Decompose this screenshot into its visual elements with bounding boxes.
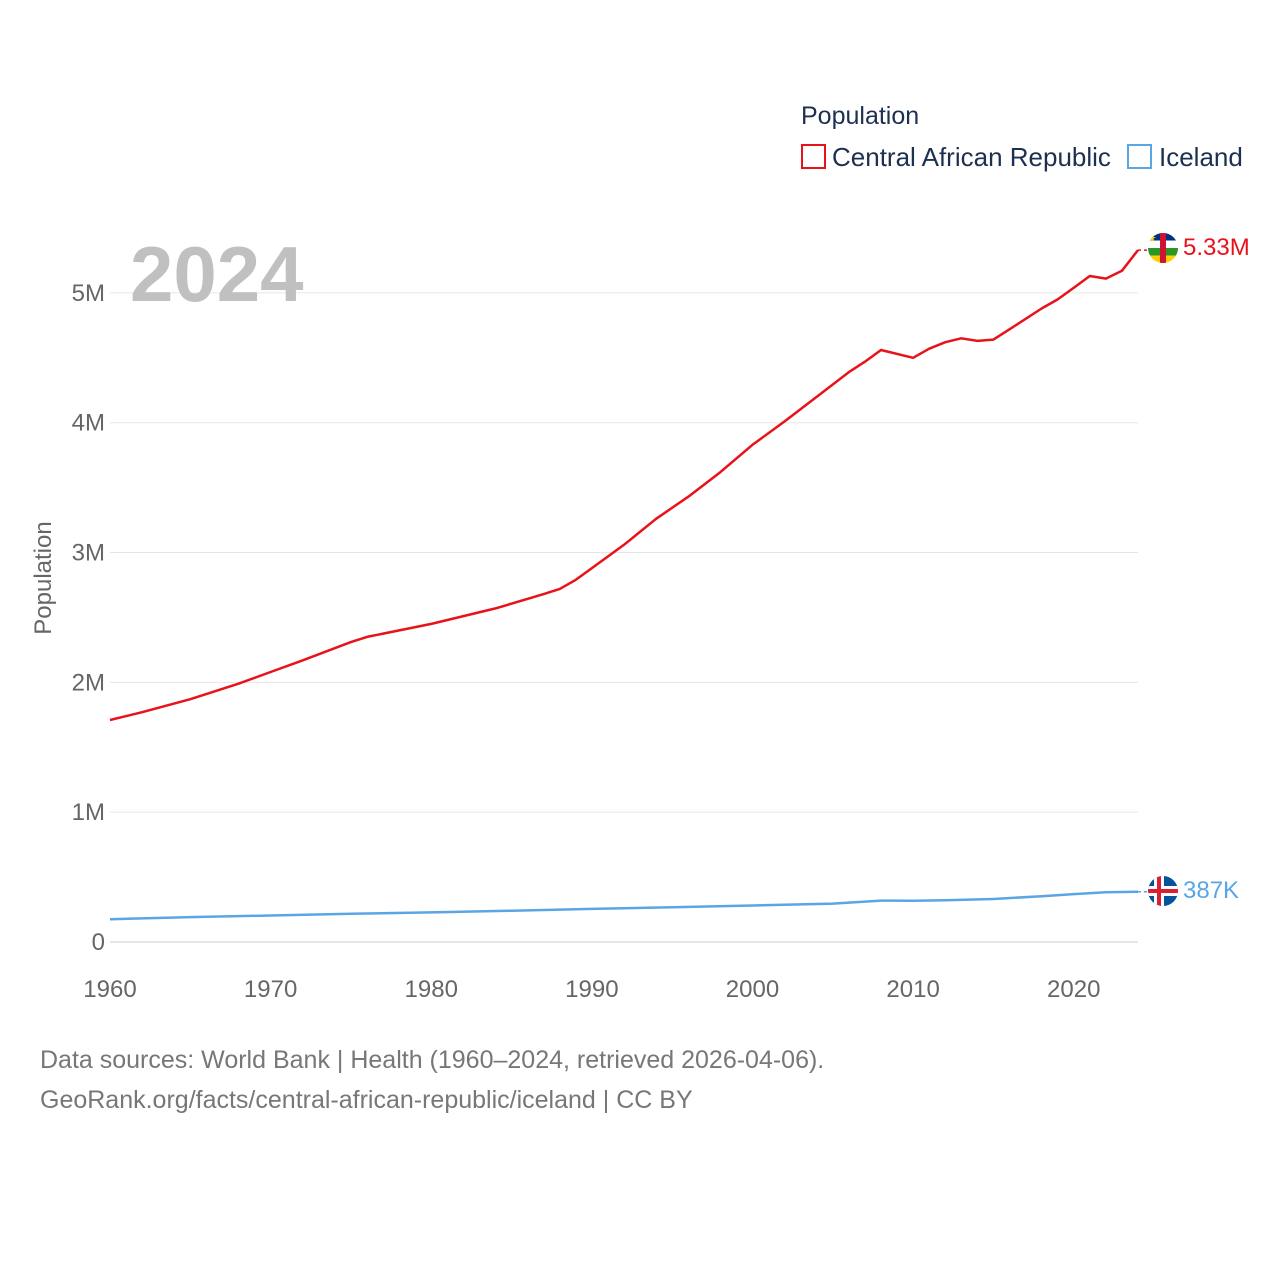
credit-text: GeoRank.org/facts/central-african-republ… xyxy=(40,1086,693,1114)
series-line-iceland[interactable] xyxy=(109,890,1139,921)
x-tick-label: 2020 xyxy=(1047,976,1100,1003)
data-sources-text: Data sources: World Bank | Health (1960–… xyxy=(40,1046,825,1074)
footer: Data sources: World Bank | Health (1960–… xyxy=(40,1040,824,1120)
x-tick-label: 1960 xyxy=(83,976,136,1003)
end-label-iceland: 387K xyxy=(1183,877,1239,904)
legend-title: Population xyxy=(801,102,919,130)
x-tick-label: 1970 xyxy=(244,976,297,1003)
iceland-flag-icon xyxy=(1148,876,1178,906)
y-tick-label: 0 xyxy=(92,929,105,956)
x-tick-label: 2010 xyxy=(886,976,939,1003)
y-tick-label: 3M xyxy=(72,540,105,567)
x-tick-label: 1980 xyxy=(405,976,458,1003)
series xyxy=(109,249,1148,921)
legend-item-central-african-republic[interactable]: Central African Republic xyxy=(801,142,1111,172)
y-tick-label: 4M xyxy=(72,410,105,437)
population-line-chart: 0 1M 2M 3M 4M 5M 1960 1970 1980 1990 2000 2010 2020… xyxy=(30,102,1250,1003)
legend-swatch-iceland xyxy=(1127,144,1152,169)
year-label: 2024 xyxy=(130,230,304,318)
y-tick-label: 1M xyxy=(72,799,105,826)
end-label-central-african-republic: 5.33M xyxy=(1183,234,1250,261)
x-tick-label: 2000 xyxy=(726,976,779,1003)
legend-label-iceland: Iceland xyxy=(1159,142,1243,172)
y-tick-label: 2M xyxy=(72,669,105,696)
central-african-republic-flag-icon xyxy=(1148,233,1178,263)
y-axis-title: Population xyxy=(30,521,57,634)
y-tick-label: 5M xyxy=(72,280,105,307)
legend-item-iceland[interactable]: Iceland xyxy=(1127,142,1243,172)
legend-swatch-central-african-republic xyxy=(801,144,826,169)
x-tick-label: 1990 xyxy=(565,976,618,1003)
legend: Population Central African Republic Icel… xyxy=(801,102,1243,172)
x-axis: 1960 1970 1980 1990 2000 2010 2020 xyxy=(83,976,1100,1003)
legend-label-central-african-republic: Central African Republic xyxy=(832,142,1111,172)
y-axis: 0 1M 2M 3M 4M 5M xyxy=(72,280,105,956)
grid xyxy=(110,292,1138,943)
series-line-central-african-republic[interactable] xyxy=(109,249,1139,722)
